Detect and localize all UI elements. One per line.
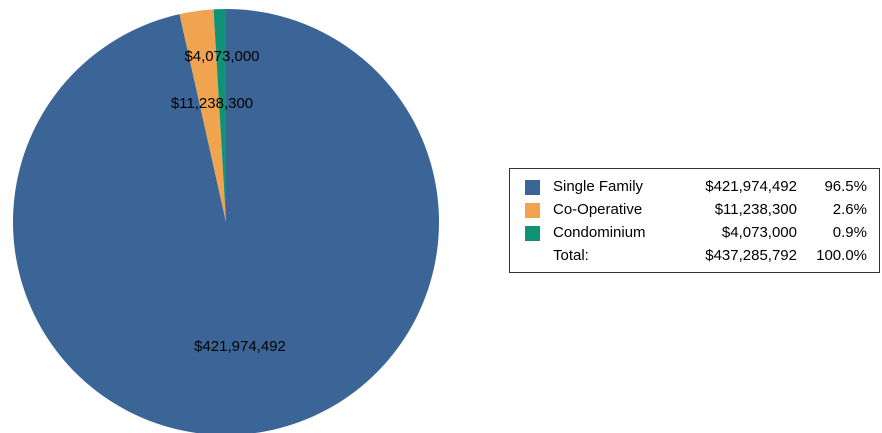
legend-percent-condominium: 0.9% [832,224,867,241]
legend-row-single-family: Single Family $421,974,492 96.5% [510,176,879,198]
legend-row-condominium: Condominium $4,073,000 0.9% [510,222,879,244]
pie-slice-label-condominium: $4,073,000 [184,48,259,65]
legend-value-total: $437,285,792 [705,247,797,264]
pie-slice-single-family [13,9,439,433]
legend-percent-single-family: 96.5% [824,178,867,195]
legend-percent-co-operative: 2.6% [832,201,867,218]
legend-swatch-co-operative [525,203,540,218]
pie-slice-label-single-family: $421,974,492 [194,338,286,355]
legend-row-total: Total: $437,285,792 100.0% [510,245,879,267]
legend-label-co-operative: Co-Operative [553,201,643,218]
legend-label-single-family: Single Family [553,178,644,195]
legend-label-total: Total: [553,247,589,264]
legend-row-co-operative: Co-Operative $11,238,300 2.6% [510,199,879,221]
pie-slice-co-operative [179,9,226,223]
legend-value-co-operative: $11,238,300 [714,201,797,218]
legend-swatch-condominium [525,226,540,241]
legend-swatch-single-family [525,180,540,195]
pie-slice-label-co-operative: $11,238,300 [171,95,253,112]
chart-legend: Single Family $421,974,492 96.5% Co-Oper… [509,168,880,273]
pie-slice-condominium [213,9,226,222]
legend-value-condominium: $4,073,000 [721,224,797,241]
legend-label-condominium: Condominium [553,224,646,241]
legend-percent-total: 100.0% [816,247,867,264]
legend-value-single-family: $421,974,492 [705,178,797,195]
